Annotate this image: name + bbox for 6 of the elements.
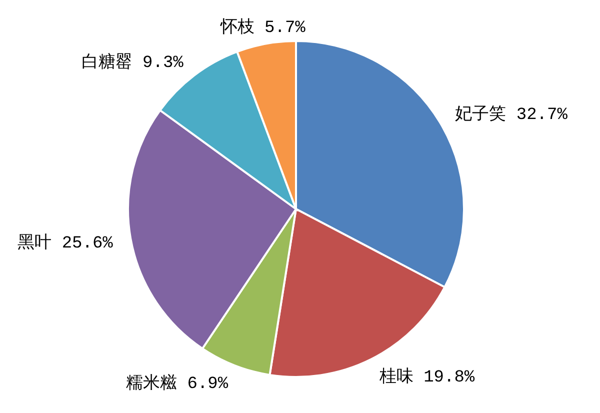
slice-label: 黑叶 25.6%: [18, 234, 114, 254]
slice-label: 桂味 19.8%: [378, 367, 476, 388]
slice-label: 白糖罂 9.3%: [81, 52, 184, 73]
slice-label: 糯米糍 6.9%: [126, 373, 229, 394]
slice-label: 妃子笑 32.7%: [455, 104, 568, 125]
slice-label: 怀枝 5.7%: [219, 18, 306, 38]
